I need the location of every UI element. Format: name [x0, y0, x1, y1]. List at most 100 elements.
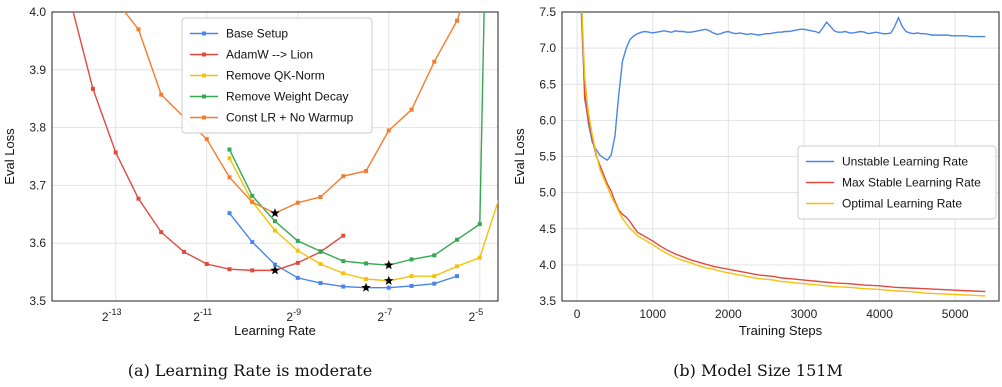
legend-box: [797, 145, 997, 220]
data-point-const-lr-no-warmup: [204, 137, 209, 142]
legend-marker-remove-weight-decay: [202, 94, 206, 99]
x-tick-base: 2: [468, 310, 475, 324]
series-line-extension: [479, 12, 485, 225]
y-tick-label: 4.0: [539, 258, 556, 272]
best-point-star: [361, 282, 371, 292]
data-point-const-lr-no-warmup: [295, 200, 300, 205]
x-tick-label: 2-9: [286, 307, 301, 324]
caption-b: (b) Model Size 151M: [673, 361, 843, 380]
data-point-const-lr-no-warmup: [386, 128, 391, 133]
data-point-adamw-lion: [250, 268, 255, 273]
plot-frame: [51, 11, 499, 302]
x-tick-exponent: -7: [384, 307, 392, 317]
panel-a-learning-rate: 3.53.63.73.83.94.02-13 2-11 2-9 2-7 2-5Learn…: [2, 0, 505, 338]
y-tick-label: 7.0: [539, 41, 556, 55]
legend-marker-adamw-lion: [202, 52, 206, 57]
data-point-remove-weight-decay: [455, 237, 460, 242]
x-tick-label: 3000: [791, 307, 818, 321]
best-point-star: [270, 208, 280, 218]
data-point-base-setup: [455, 274, 460, 279]
caption-a: (a) Learning Rate is moderate: [128, 361, 372, 380]
legend-label-unstable-learning-rate: Unstable Learning Rate: [842, 155, 968, 169]
data-point-base-setup: [386, 285, 391, 290]
y-tick-label: 4.0: [29, 5, 46, 19]
best-point-star: [384, 260, 394, 270]
legend-label-remove-weight-decay: Remove Weight Decay: [226, 90, 349, 104]
data-point-adamw-lion: [159, 230, 164, 235]
plot-frame: [561, 11, 1000, 302]
x-tick-label: 2-7: [377, 307, 392, 324]
x-tick-base: 2: [193, 310, 200, 324]
y-axis-label: Eval Loss: [2, 128, 17, 185]
y-tick-label: 3.9: [29, 63, 46, 77]
data-point-const-lr-no-warmup: [409, 107, 414, 112]
x-tick-label: 5000: [942, 307, 969, 321]
series-line-max-stable-learning-rate: [581, 12, 986, 293]
y-tick-label: 3.7: [29, 178, 46, 192]
data-point-remove-weight-decay: [432, 253, 437, 258]
series-line-optimal-learning-rate: [581, 12, 986, 297]
data-point-remove-qk-norm: [409, 274, 414, 279]
data-point-remove-weight-decay: [250, 193, 255, 198]
data-point-remove-qk-norm: [341, 271, 346, 276]
data-point-base-setup: [432, 281, 437, 286]
data-point-remove-qk-norm: [455, 264, 460, 269]
y-tick-label: 3.8: [29, 121, 46, 135]
data-point-remove-qk-norm: [227, 156, 232, 161]
x-tick-exponent: -11: [200, 307, 212, 317]
legend-marker-remove-qk-norm: [202, 73, 206, 78]
data-point-adamw-lion: [295, 260, 300, 265]
x-tick-base: 2: [102, 310, 109, 324]
data-point-adamw-lion: [227, 267, 232, 272]
data-point-base-setup: [318, 281, 323, 286]
data-point-const-lr-no-warmup: [432, 59, 437, 64]
data-point-adamw-lion: [136, 196, 141, 201]
data-point-remove-weight-decay: [318, 249, 323, 254]
data-point-const-lr-no-warmup: [250, 200, 255, 205]
x-tick-label: 2-11: [193, 307, 212, 324]
legend-label-base-setup: Base Setup: [226, 27, 288, 41]
data-point-base-setup: [227, 211, 232, 216]
legend-label-remove-qk-norm: Remove QK-Norm: [226, 69, 325, 83]
data-point-adamw-lion: [181, 249, 186, 254]
data-point-const-lr-no-warmup: [341, 174, 346, 179]
x-axis-label: Learning Rate: [234, 323, 316, 338]
data-point-const-lr-no-warmup: [364, 168, 369, 173]
x-tick-base: 2: [377, 310, 384, 324]
data-point-remove-qk-norm: [432, 274, 437, 279]
x-tick-exponent: -9: [293, 307, 301, 317]
x-tick-exponent: -5: [475, 307, 483, 317]
y-tick-label: 5.0: [539, 186, 556, 200]
legend-marker-base-setup: [202, 31, 206, 36]
y-tick-label: 5.5: [539, 150, 556, 164]
data-point-adamw-lion: [68, 0, 72, 2]
data-point-remove-qk-norm: [295, 248, 300, 253]
y-tick-label: 3.5: [29, 294, 46, 308]
data-point-base-setup: [409, 283, 414, 288]
data-point-remove-qk-norm: [273, 228, 277, 233]
y-tick-label: 7.5: [539, 5, 556, 19]
legend: Base Setup AdamW --> Lion Remove QK-Norm Re…: [181, 17, 373, 134]
panel-b-model-size: 3.5 4.0 4.5 5.0 5.5 6.0 6.5 7.0 7.5 0 1000 2000 3000…: [512, 5, 1000, 338]
y-axis-label: Eval Loss: [512, 128, 527, 185]
series-line-remove-weight-decay: [228, 149, 481, 266]
data-point-remove-weight-decay: [409, 257, 414, 262]
data-point-remove-weight-decay: [295, 238, 300, 243]
data-point-base-setup: [250, 240, 255, 245]
data-point-adamw-lion: [90, 86, 95, 91]
y-tick-label: 3.5: [539, 294, 556, 308]
data-point-const-lr-no-warmup: [318, 194, 323, 199]
data-point-adamw-lion: [113, 150, 118, 155]
x-tick-label: 4000: [866, 307, 893, 321]
legend-label-adamw-lion: AdamW --> Lion: [226, 48, 313, 62]
data-point-remove-qk-norm: [501, 186, 505, 190]
best-point-star: [270, 265, 280, 275]
data-point-base-setup: [273, 262, 277, 267]
data-point-const-lr-no-warmup: [159, 92, 164, 97]
data-point-const-lr-no-warmup: [136, 27, 141, 32]
data-point-remove-qk-norm: [364, 277, 369, 282]
x-tick-label: 1000: [639, 307, 666, 321]
legend-marker-const-lr-no-warmup: [202, 115, 206, 120]
x-tick-label: 2-5: [468, 307, 483, 324]
